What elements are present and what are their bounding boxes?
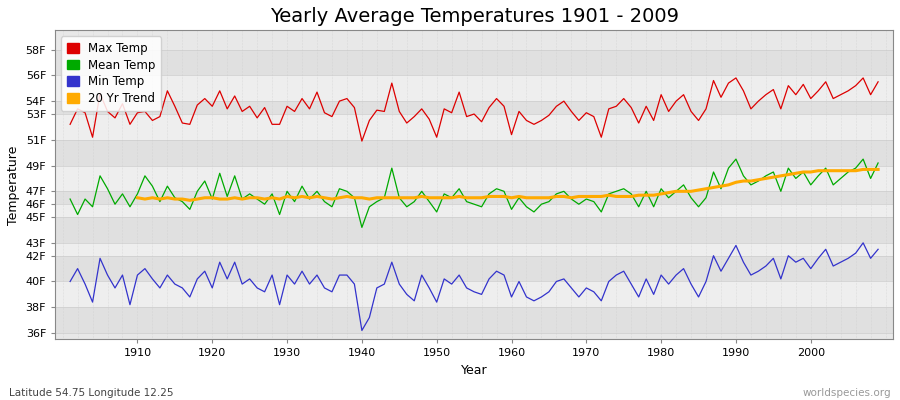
20 Yr Trend (858, 167, 868, 172)
20 Yr Trend (521, 195, 532, 200)
Mean Temp (356, 225, 367, 230)
Min Temp (124, 302, 135, 307)
Bar (55, 166, 893, 191)
Min Temp (356, 328, 367, 333)
Legend: Max Temp, Mean Temp, Min Temp, 20 Yr Trend: Max Temp, Mean Temp, Min Temp, 20 Yr Tre… (61, 36, 161, 111)
Min Temp (334, 273, 345, 278)
Min Temp (858, 240, 868, 245)
Mean Temp (289, 199, 300, 204)
Bar (55, 282, 893, 307)
Mean Temp (124, 204, 135, 209)
Line: Mean Temp: Mean Temp (70, 159, 878, 227)
Bar (55, 217, 893, 243)
20 Yr Trend (184, 198, 195, 203)
Max Temp (514, 109, 525, 114)
Min Temp (603, 279, 614, 284)
Min Temp (873, 247, 884, 252)
20 Yr Trend (132, 195, 143, 200)
Mean Temp (65, 197, 76, 202)
Max Temp (289, 109, 300, 114)
Min Temp (65, 279, 76, 284)
Max Temp (124, 122, 135, 127)
Mean Temp (603, 192, 614, 196)
Line: Max Temp: Max Temp (70, 78, 878, 141)
Mean Temp (731, 157, 742, 162)
Bar (55, 50, 893, 75)
20 Yr Trend (842, 168, 853, 173)
Max Temp (873, 80, 884, 84)
20 Yr Trend (282, 194, 292, 199)
Bar (55, 307, 893, 333)
Bar (55, 204, 893, 217)
Max Temp (731, 76, 742, 80)
Mean Temp (514, 195, 525, 200)
Line: 20 Yr Trend: 20 Yr Trend (138, 170, 878, 200)
Max Temp (356, 139, 367, 144)
Bar (55, 243, 893, 256)
20 Yr Trend (311, 194, 322, 199)
Max Temp (603, 106, 614, 111)
Max Temp (65, 122, 76, 127)
Max Temp (506, 132, 517, 137)
Bar (55, 256, 893, 282)
Min Temp (514, 279, 525, 284)
20 Yr Trend (580, 194, 591, 199)
Min Temp (289, 282, 300, 286)
Max Temp (334, 99, 345, 104)
Title: Yearly Average Temperatures 1901 - 2009: Yearly Average Temperatures 1901 - 2009 (270, 7, 679, 26)
Min Temp (506, 294, 517, 299)
Text: worldspecies.org: worldspecies.org (803, 388, 891, 398)
Mean Temp (334, 186, 345, 191)
Line: Min Temp: Min Temp (70, 243, 878, 330)
20 Yr Trend (873, 167, 884, 172)
Bar (55, 114, 893, 140)
Bar (55, 191, 893, 204)
Y-axis label: Temperature: Temperature (7, 145, 20, 224)
Bar (55, 101, 893, 114)
Mean Temp (506, 207, 517, 212)
Text: Latitude 54.75 Longitude 12.25: Latitude 54.75 Longitude 12.25 (9, 388, 174, 398)
Bar (55, 140, 893, 166)
20 Yr Trend (820, 168, 831, 173)
Bar (55, 75, 893, 101)
X-axis label: Year: Year (461, 364, 488, 377)
Mean Temp (873, 160, 884, 165)
